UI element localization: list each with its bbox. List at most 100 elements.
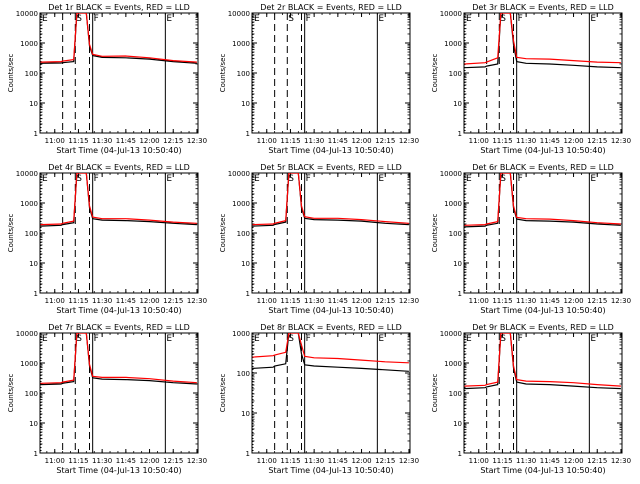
y-axis-label: Counts/sec bbox=[219, 374, 227, 413]
x-tick-label: 12:00 bbox=[139, 297, 159, 305]
y-tick-label: 10 bbox=[29, 260, 38, 268]
y-tick-label: 1000 bbox=[20, 200, 38, 208]
series-line-lld bbox=[252, 173, 409, 226]
x-tick-label: 12:00 bbox=[563, 297, 583, 305]
event-marker-label: F bbox=[94, 334, 99, 344]
y-tick-label: 100 bbox=[237, 70, 250, 78]
event-marker-label: F bbox=[518, 174, 523, 184]
y-tick-label: 1 bbox=[246, 130, 250, 138]
detector-panel-9: Det 9r BLACK = Events, RED = LLD Counts/s… bbox=[431, 323, 631, 475]
event-marker-label: S bbox=[76, 334, 82, 344]
y-axis-label: Counts/sec bbox=[431, 214, 439, 253]
event-marker-label: E bbox=[42, 14, 48, 24]
y-tick-label: 10 bbox=[29, 420, 38, 428]
event-marker-label: F bbox=[306, 334, 311, 344]
panel-title: Det 2r BLACK = Events, RED = LLD bbox=[260, 3, 402, 12]
y-tick-label: 10000 bbox=[16, 170, 38, 178]
event-marker-label: F bbox=[94, 14, 99, 24]
y-tick-label: 1000 bbox=[444, 360, 462, 368]
y-tick-label: 1 bbox=[246, 450, 250, 458]
event-marker-label: E bbox=[590, 174, 596, 184]
y-axis-label: Counts/sec bbox=[431, 374, 439, 413]
plot-frame bbox=[463, 332, 623, 454]
y-tick-label: 10000 bbox=[440, 330, 462, 338]
y-tick-label: 1 bbox=[458, 450, 462, 458]
series-line-lld bbox=[40, 333, 197, 384]
x-tick-label: 11:00 bbox=[45, 297, 65, 305]
event-marker-label: E bbox=[466, 14, 472, 24]
event-marker-label: E bbox=[254, 174, 260, 184]
series-line-events bbox=[464, 13, 621, 69]
series-line-lld bbox=[464, 13, 621, 65]
detector-panel-7: Det 7r BLACK = Events, RED = LLD Counts/s… bbox=[7, 323, 207, 475]
y-tick-label: 100 bbox=[449, 230, 462, 238]
series-group bbox=[40, 333, 197, 386]
x-tick-label: 11:15 bbox=[68, 457, 88, 465]
y-axis-label: Counts/sec bbox=[431, 54, 439, 93]
series-group bbox=[464, 333, 621, 390]
panel-title: Det 8r BLACK = Events, RED = LLD bbox=[260, 323, 402, 332]
y-tick-label: 1 bbox=[34, 290, 38, 298]
plot-frame bbox=[39, 172, 199, 294]
x-tick-label: 12:00 bbox=[139, 137, 159, 145]
y-tick-label: 10 bbox=[241, 410, 250, 418]
x-tick-label: 11:15 bbox=[280, 297, 300, 305]
event-marker-label: S bbox=[288, 334, 294, 344]
series-line-lld bbox=[252, 333, 409, 364]
plot-frame bbox=[463, 12, 623, 134]
event-marker-label: S bbox=[288, 174, 294, 184]
series-line-lld bbox=[40, 13, 197, 63]
y-tick-label: 10000 bbox=[440, 10, 462, 18]
y-tick-label: 100 bbox=[25, 390, 38, 398]
plot-frame bbox=[251, 12, 411, 134]
y-tick-label: 10000 bbox=[228, 10, 250, 18]
event-marker-label: E bbox=[254, 334, 260, 344]
series-line-lld bbox=[464, 173, 621, 226]
y-tick-label: 10 bbox=[241, 260, 250, 268]
y-tick-label: 1 bbox=[246, 290, 250, 298]
y-tick-label: 1000 bbox=[232, 40, 250, 48]
x-tick-label: 12:30 bbox=[187, 137, 207, 145]
event-marker-label: E bbox=[166, 334, 172, 344]
x-tick-label: 12:30 bbox=[611, 457, 631, 465]
x-tick-label: 12:00 bbox=[563, 137, 583, 145]
x-tick-label: 11:30 bbox=[304, 137, 324, 145]
x-axis-label: Start Time (04-Jul-13 10:50:40) bbox=[480, 466, 605, 475]
y-tick-label: 10 bbox=[453, 260, 462, 268]
x-axis-label: Start Time (04-Jul-13 10:50:40) bbox=[56, 306, 181, 315]
y-tick-label: 1000 bbox=[232, 200, 250, 208]
x-tick-label: 11:45 bbox=[328, 457, 348, 465]
event-marker-label: S bbox=[288, 14, 294, 24]
event-marker-label: F bbox=[518, 14, 523, 24]
x-tick-label: 11:00 bbox=[469, 457, 489, 465]
y-axis-label: Counts/sec bbox=[7, 214, 15, 253]
x-tick-label: 12:30 bbox=[187, 297, 207, 305]
x-axis-label: Start Time (04-Jul-13 10:50:40) bbox=[268, 306, 393, 315]
y-tick-label: 1 bbox=[34, 130, 38, 138]
panel-title: Det 5r BLACK = Events, RED = LLD bbox=[260, 163, 402, 172]
y-tick-label: 100 bbox=[449, 70, 462, 78]
event-marker-label: F bbox=[306, 14, 311, 24]
x-tick-label: 12:30 bbox=[611, 297, 631, 305]
event-marker-label: S bbox=[500, 14, 506, 24]
event-marker-label: F bbox=[306, 174, 311, 184]
y-tick-label: 1000 bbox=[444, 200, 462, 208]
x-axis-label: Start Time (04-Jul-13 10:50:40) bbox=[480, 146, 605, 155]
y-tick-label: 10 bbox=[453, 420, 462, 428]
x-tick-label: 12:00 bbox=[351, 297, 371, 305]
detector-panel-3: Det 3r BLACK = Events, RED = LLD Counts/s… bbox=[431, 3, 631, 155]
x-tick-label: 12:15 bbox=[587, 297, 607, 305]
y-tick-label: 100 bbox=[237, 370, 250, 378]
y-axis-label: Counts/sec bbox=[219, 214, 227, 253]
x-tick-label: 12:30 bbox=[611, 137, 631, 145]
y-tick-label: 10000 bbox=[440, 170, 462, 178]
x-tick-label: 11:15 bbox=[68, 137, 88, 145]
y-tick-label: 1 bbox=[458, 130, 462, 138]
x-tick-label: 11:30 bbox=[304, 297, 324, 305]
series-line-events bbox=[464, 333, 621, 390]
event-marker-label: E bbox=[466, 174, 472, 184]
event-marker-label: E bbox=[378, 334, 384, 344]
x-axis-label: Start Time (04-Jul-13 10:50:40) bbox=[56, 466, 181, 475]
x-tick-label: 12:00 bbox=[351, 137, 371, 145]
y-tick-label: 100 bbox=[237, 230, 250, 238]
